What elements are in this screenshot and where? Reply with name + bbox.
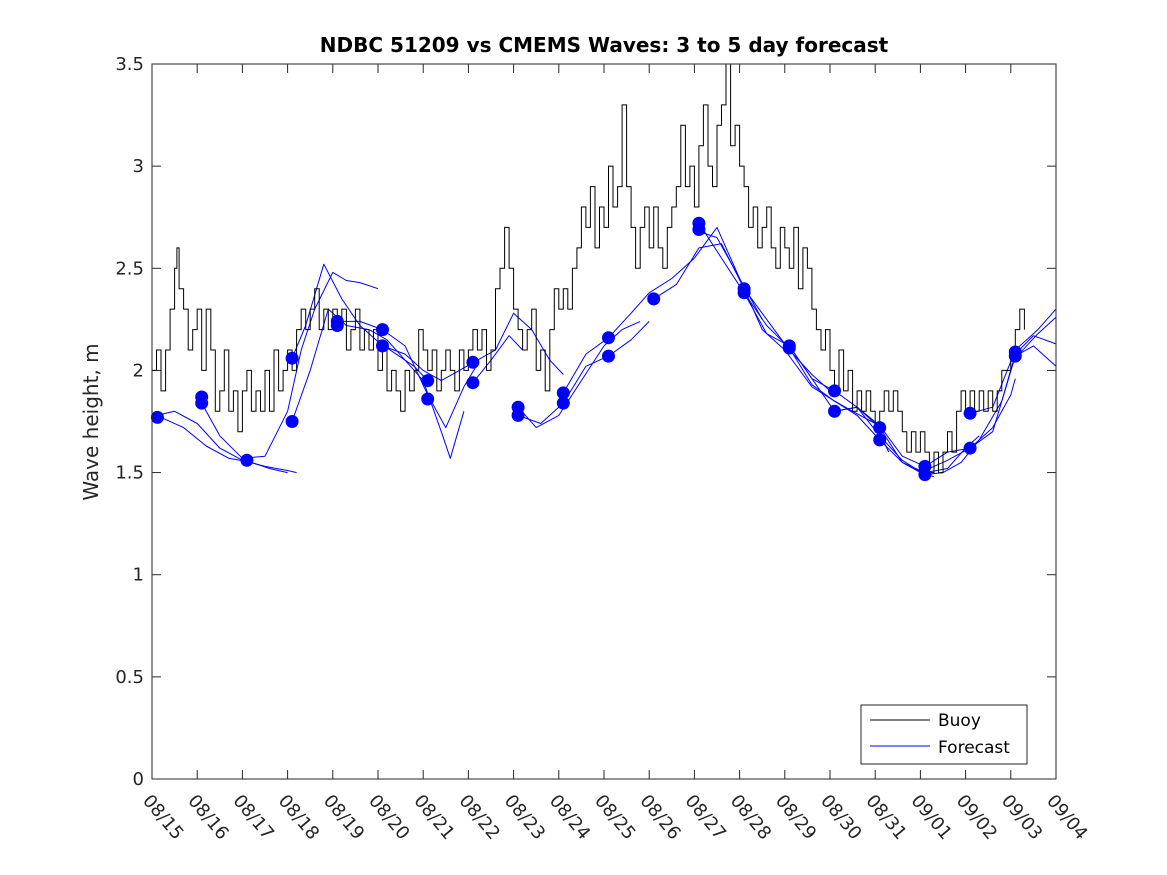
y-tick-label: 1 bbox=[133, 565, 144, 586]
forecast-marker bbox=[782, 341, 796, 355]
forecast-marker bbox=[195, 396, 209, 410]
y-tick-label: 0 bbox=[133, 769, 144, 790]
forecast-marker bbox=[556, 386, 570, 400]
y-axis-label: Wave height, m bbox=[79, 343, 103, 500]
forecast-marker bbox=[421, 374, 435, 388]
forecast-marker bbox=[376, 323, 389, 337]
forecast-marker bbox=[466, 376, 480, 390]
forecast-series-line bbox=[156, 410, 297, 474]
axes-box bbox=[151, 63, 1057, 780]
forecast-marker bbox=[963, 406, 977, 420]
forecast-marker bbox=[285, 351, 299, 365]
y-tick-label: 2.5 bbox=[115, 258, 144, 279]
forecast-marker bbox=[240, 453, 254, 467]
forecast-marker bbox=[828, 384, 841, 398]
forecast-series-line bbox=[472, 335, 523, 384]
plot-area bbox=[150, 63, 1057, 482]
forecast-marker bbox=[647, 292, 661, 306]
forecast-marker bbox=[285, 415, 299, 428]
forecast-marker bbox=[150, 410, 164, 424]
forecast-marker bbox=[421, 392, 435, 406]
forecast-marker bbox=[602, 349, 615, 363]
y-tick-label: 3 bbox=[133, 156, 144, 177]
legend-buoy-label: Buoy bbox=[938, 711, 981, 731]
forecast-marker bbox=[963, 441, 977, 455]
legend-box bbox=[860, 704, 1028, 765]
y-tick-label: 3.5 bbox=[115, 54, 144, 75]
forecast-marker bbox=[873, 433, 887, 447]
forecast-marker bbox=[1008, 349, 1022, 363]
y-tick-label: 0.5 bbox=[115, 667, 144, 688]
chart-title: NDBC 51209 vs CMEMS Waves: 3 to 5 day fo… bbox=[320, 33, 889, 57]
forecast-marker bbox=[330, 319, 344, 332]
y-tick-label: 2 bbox=[133, 360, 144, 381]
forecast-series-line bbox=[201, 271, 379, 459]
forecast-series-line bbox=[924, 345, 1057, 471]
forecast-series-line bbox=[1014, 316, 1057, 359]
forecast-series-line bbox=[517, 321, 650, 424]
forecast-marker bbox=[918, 468, 932, 482]
forecast-marker bbox=[692, 223, 706, 236]
forecast-marker bbox=[737, 286, 751, 300]
forecast-series-line bbox=[562, 226, 763, 394]
forecast-marker bbox=[376, 339, 389, 353]
forecast-series-line bbox=[698, 231, 890, 453]
legend: Buoy Forecast bbox=[860, 704, 1028, 765]
forecast-marker bbox=[466, 355, 480, 369]
legend-forecast-label: Forecast bbox=[938, 738, 1010, 758]
forecast-series-line bbox=[517, 320, 641, 429]
forecast-marker bbox=[828, 404, 841, 418]
forecast-marker bbox=[602, 331, 615, 345]
y-tick-label: 1.5 bbox=[115, 463, 144, 484]
forecast-marker bbox=[556, 396, 570, 410]
forecast-series-line bbox=[160, 416, 288, 474]
y-axis-ticks: 0 0.5 1 1.5 2 2.5 3 3.5 bbox=[115, 54, 1056, 790]
forecast-marker bbox=[873, 421, 887, 435]
forecast-marker bbox=[511, 408, 525, 422]
